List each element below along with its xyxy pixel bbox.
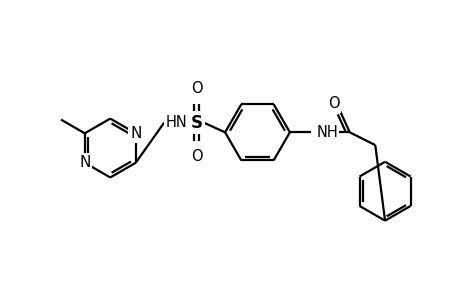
- Text: O: O: [190, 81, 202, 96]
- Text: HN: HN: [165, 115, 186, 130]
- Text: NH: NH: [316, 125, 337, 140]
- Text: O: O: [190, 149, 202, 164]
- Text: O: O: [328, 96, 339, 111]
- Text: S: S: [190, 113, 202, 131]
- Text: N: N: [79, 155, 90, 170]
- Text: N: N: [130, 126, 141, 141]
